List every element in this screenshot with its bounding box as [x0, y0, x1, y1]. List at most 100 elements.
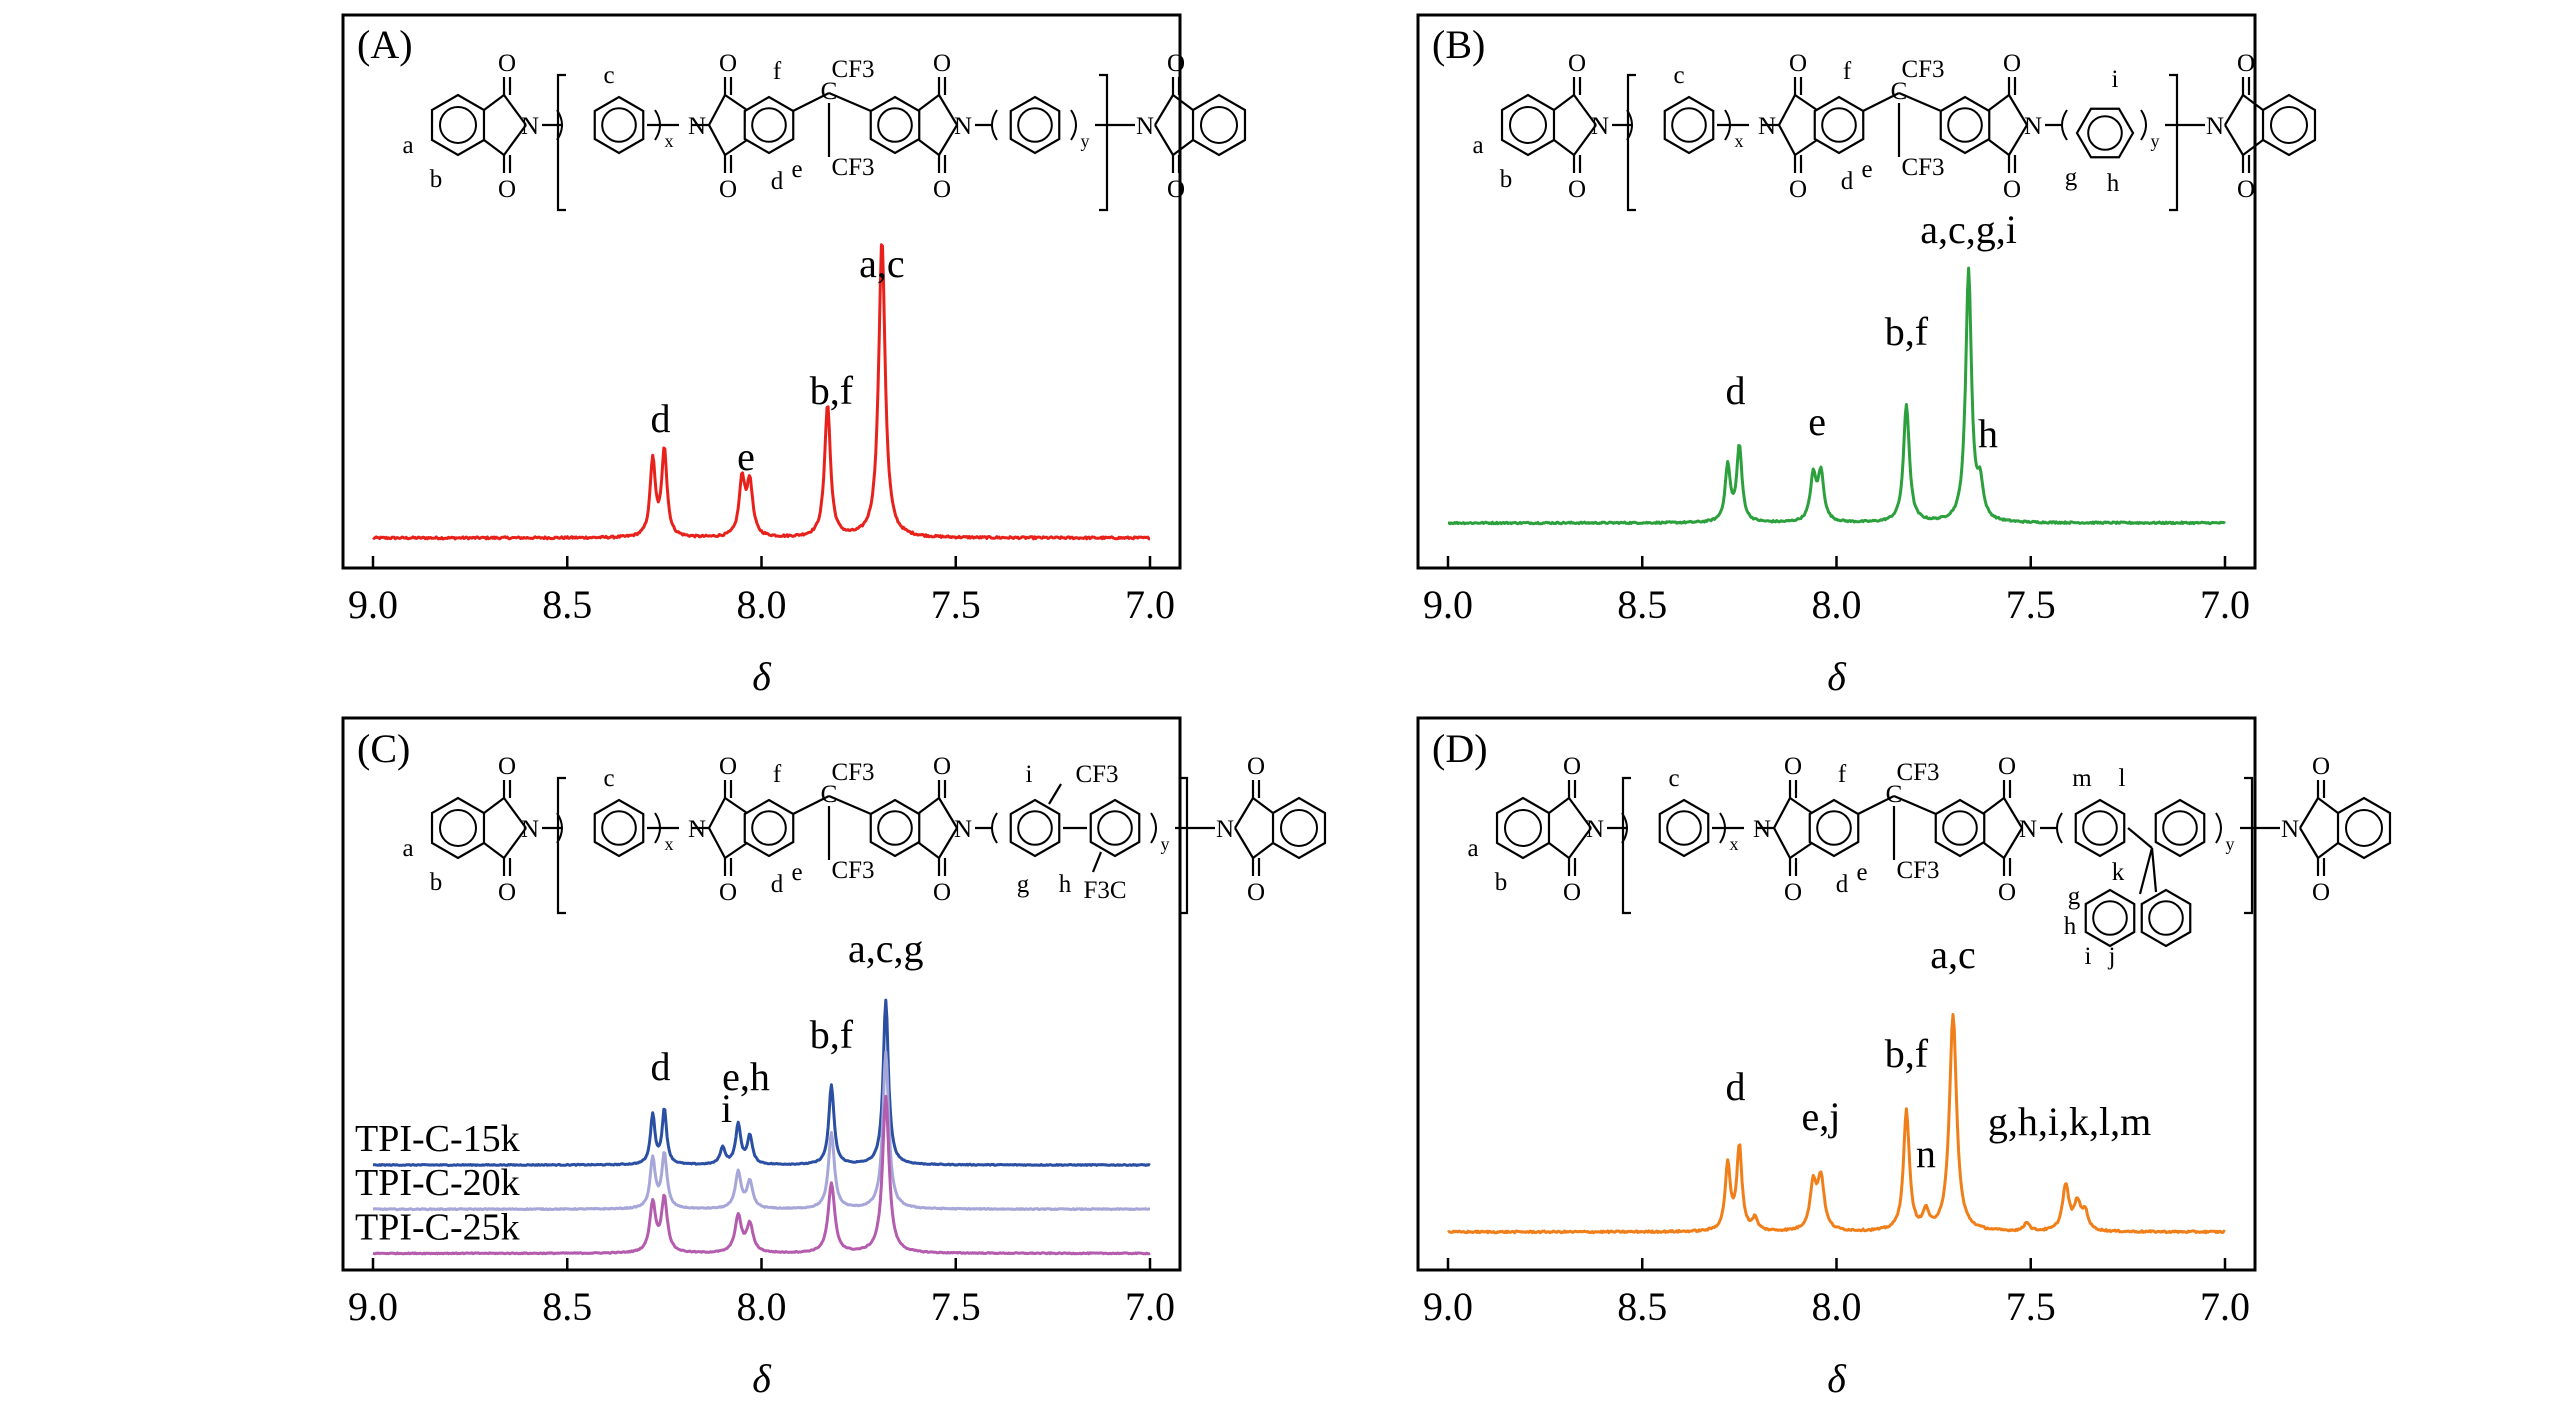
bond-line [724, 842, 748, 859]
structure-label: m [2072, 765, 2092, 792]
paren [1626, 109, 1633, 141]
bond-line [2224, 94, 2244, 126]
structure-label: b [1500, 166, 1513, 193]
structure-label: i [1026, 761, 1033, 788]
x-axis-label: δ [752, 654, 772, 699]
structure-label: c [603, 62, 614, 89]
bond-line [1548, 797, 1570, 814]
structure-label: g [2068, 883, 2081, 910]
benzene-ring-shape [593, 798, 645, 858]
panel-d: (D) 9.0 8.5 8.0 7.5 7.0 δ d e,j b,f n a,c g,h,i,k,l,… [1416, 716, 2392, 1401]
panel-a: (A)9.0 8.5 8.0 7.5 7.0δdeb,fa,cabOONcxOONfdC… [341, 13, 1247, 699]
structure-label: O [498, 879, 516, 906]
plot-frame [341, 13, 1182, 570]
structure-label: O [933, 50, 951, 77]
bracket-right [2169, 73, 2179, 212]
bond-line [1893, 794, 1937, 816]
structure-label: O [2003, 176, 2021, 203]
benzene-ring-shape [869, 798, 921, 858]
bond-line [708, 124, 726, 156]
benzene-ring-shape [2154, 798, 2206, 858]
bond-line [1789, 797, 1813, 814]
structure-label: i [2112, 66, 2119, 93]
peak-label: a,c [1930, 932, 1976, 977]
structure-label: N [954, 816, 972, 843]
structure-label: O [2237, 50, 2255, 77]
benzene-ring-shape [1663, 95, 1715, 155]
paren [556, 812, 563, 844]
structure-label: O [1784, 879, 1802, 906]
bond-line [483, 139, 505, 156]
structure-label: CF3 [1901, 56, 1944, 83]
series-label: TPI-C-15k [355, 1118, 520, 1160]
aromatic-circle [439, 809, 477, 847]
aromatic-circle [1666, 810, 1702, 846]
paren [991, 109, 998, 141]
x-tick-label: 8.0 [737, 1284, 787, 1329]
bond-line [1091, 851, 1103, 873]
structure-label: e [1856, 859, 1867, 886]
aromatic-circle [1280, 809, 1318, 847]
structure-label: O [2003, 50, 2021, 77]
bond-line [1983, 842, 2005, 859]
bond-line [2003, 827, 2023, 859]
bond-line [2008, 94, 2028, 126]
bond-line [724, 797, 748, 814]
aromatic-circle [1821, 107, 1857, 143]
panel-c: (C) 9.0 8.5 8.0 7.5 7.0 δ TPI-C-15kTPI-C-20kTPI… [341, 716, 1327, 1401]
structure-label: CF3 [831, 56, 874, 83]
aromatic-circle [2148, 900, 2184, 936]
aromatic-circle [1671, 107, 1707, 143]
bond-line [1778, 124, 1796, 156]
aromatic-circle [1942, 810, 1978, 846]
x-tick-label: 7.5 [931, 1284, 981, 1329]
bond-line [1252, 797, 1274, 814]
paren [2140, 109, 2147, 141]
aromatic-circle [601, 810, 637, 846]
structure-label: O [719, 879, 737, 906]
bracket-left [1626, 73, 1636, 212]
peak-label: a,c [859, 241, 905, 286]
benzene-ring-shape [1658, 798, 1710, 858]
bond-line [1568, 827, 1592, 859]
structure-label: O [498, 50, 516, 77]
structure-label: O [719, 176, 737, 203]
benzene-ring-shape [1009, 798, 1061, 858]
structure-label: CF3 [1896, 857, 1939, 884]
structure-label: N [2281, 816, 2299, 843]
structure-label: CF3 [1896, 759, 1939, 786]
structure-label: l [2119, 765, 2126, 792]
peak-label: g,h,i,k,l,m [1988, 1099, 2151, 1144]
structure-label: N [1136, 113, 1154, 140]
bond-line [918, 842, 940, 859]
panel-label: (C) [357, 726, 410, 771]
bond-line [2299, 797, 2319, 829]
structure-label: O [1247, 879, 1265, 906]
structure-label: O [2237, 176, 2255, 203]
x-tick-label: 9.0 [1423, 582, 1473, 627]
aromatic-circle [2087, 115, 2123, 151]
bond-line [483, 797, 505, 814]
bond-line [2317, 842, 2339, 859]
structure-label: O [498, 176, 516, 203]
structure-label: y [1161, 834, 1170, 854]
structure-label: O [1789, 176, 1807, 203]
x-tick-label: 9.0 [1423, 1284, 1473, 1329]
structure-label: d [1836, 871, 1849, 898]
structure-label: O [1167, 176, 1185, 203]
x-tick-label: 7.0 [1125, 582, 1175, 627]
structure-label: x [665, 131, 674, 151]
bond-line [503, 124, 527, 156]
bond-line [708, 797, 726, 829]
peak-label: b,f [810, 368, 854, 413]
series-label: TPI-C-20k [355, 1162, 520, 1204]
structure-label: h [1059, 871, 1072, 898]
bond-line [938, 94, 958, 126]
x-tick-label: 8.5 [1617, 1284, 1667, 1329]
structure-label: N [1216, 816, 1234, 843]
bond-line [1983, 797, 2005, 814]
aromatic-circle [2270, 106, 2308, 144]
structure-label: j [2108, 943, 2116, 970]
panel-label: (D) [1432, 726, 1488, 771]
